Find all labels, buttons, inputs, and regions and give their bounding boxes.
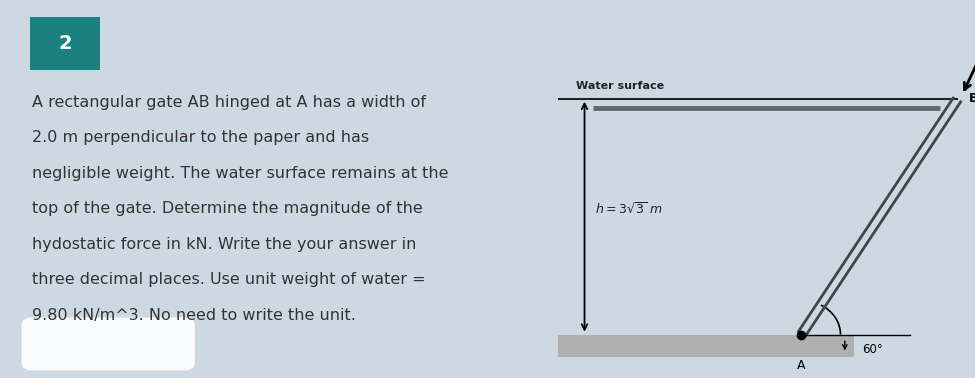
FancyBboxPatch shape [559,335,853,357]
Text: A: A [798,359,805,372]
Text: 2: 2 [58,34,72,53]
FancyBboxPatch shape [30,17,100,70]
Text: 60°: 60° [862,343,883,356]
Text: B: B [968,92,975,105]
Text: three decimal places. Use unit weight of water =: three decimal places. Use unit weight of… [32,272,426,287]
Text: negligible weight. The water surface remains at the: negligible weight. The water surface rem… [32,166,449,181]
Text: 9.80 kN/m^3. No need to write the unit.: 9.80 kN/m^3. No need to write the unit. [32,308,356,323]
Text: 2.0 m perpendicular to the paper and has: 2.0 m perpendicular to the paper and has [32,130,370,145]
Text: A rectangular gate AB hinged at A has a width of: A rectangular gate AB hinged at A has a … [32,94,426,110]
Text: hydostatic force in kN. Write the your answer in: hydostatic force in kN. Write the your a… [32,237,417,252]
FancyBboxPatch shape [21,318,195,370]
Text: top of the gate. Determine the magnitude of the: top of the gate. Determine the magnitude… [32,201,423,216]
Text: $h = 3\sqrt{3}\ m$: $h = 3\sqrt{3}\ m$ [596,201,663,217]
Text: Water surface: Water surface [576,81,664,91]
